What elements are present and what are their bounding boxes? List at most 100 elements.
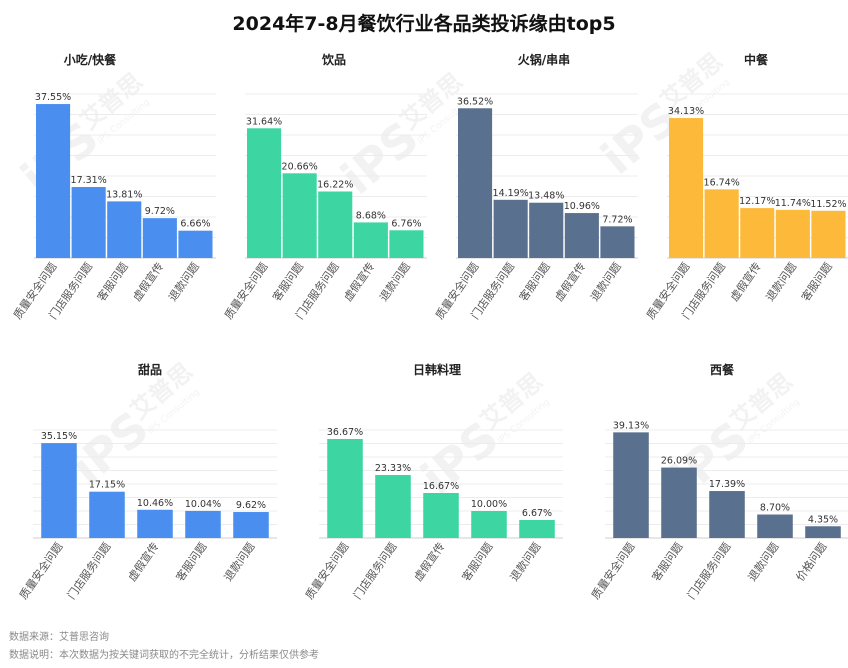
- chart-title: 饮品: [321, 52, 346, 67]
- bar: [137, 509, 173, 538]
- category-label: 门店服务问题: [684, 540, 733, 602]
- data-label: 11.74%: [775, 198, 811, 209]
- bar: [709, 491, 745, 538]
- category-label: 退款问题: [587, 260, 624, 304]
- bar: [519, 519, 555, 538]
- data-label: 16.74%: [704, 177, 740, 188]
- category-label: 虚假宣传: [341, 260, 378, 304]
- bar: [389, 230, 424, 258]
- source-note: 数据来源：艾普思咨询: [9, 632, 109, 643]
- category-label: 客服问题: [516, 260, 553, 304]
- category-label: 质量安全问题: [302, 540, 351, 602]
- data-label: 23.33%: [375, 463, 411, 474]
- data-label: 16.67%: [423, 481, 459, 492]
- category-label: 退款问题: [745, 540, 782, 584]
- data-description-note: 数据说明：本次数据为按关键词获取的不完全统计，分析结果仅供参考: [9, 650, 319, 661]
- bar: [458, 108, 493, 258]
- bar: [493, 199, 528, 258]
- bar: [811, 210, 846, 258]
- category-label: 客服问题: [459, 540, 496, 584]
- category-label: 退款问题: [376, 260, 413, 304]
- category-label: 质量安全问题: [16, 540, 65, 602]
- category-label: 退款问题: [763, 260, 800, 304]
- data-label: 36.67%: [327, 427, 363, 438]
- category-label: 虚假宣传: [130, 260, 167, 304]
- category-label: 门店服务问题: [64, 540, 113, 602]
- data-label: 26.09%: [661, 456, 697, 467]
- data-label: 6.76%: [391, 218, 421, 229]
- data-label: 36.52%: [457, 96, 493, 107]
- bar: [669, 118, 704, 258]
- bar: [41, 443, 77, 538]
- category-label: 虚假宣传: [552, 260, 589, 304]
- chart-panel: 饮品31.64%质量安全问题20.66%客服问题16.22%门店服务问题8.68…: [221, 52, 427, 322]
- bar: [704, 189, 739, 258]
- data-label: 34.13%: [668, 106, 704, 117]
- data-label: 12.17%: [739, 196, 775, 207]
- category-label: 退款问题: [221, 540, 258, 584]
- bar: [375, 475, 411, 538]
- bar: [661, 467, 697, 538]
- bar: [233, 512, 269, 538]
- category-label: 退款问题: [507, 540, 544, 584]
- chart-title: 甜品: [138, 362, 162, 377]
- bar: [142, 218, 177, 258]
- bar: [600, 226, 635, 258]
- data-label: 31.64%: [246, 116, 282, 127]
- bar: [613, 432, 649, 538]
- data-label: 4.35%: [808, 514, 838, 525]
- bar: [327, 438, 363, 538]
- chart-title: 中餐: [744, 52, 769, 67]
- chart-panel: 西餐 39.13% 质量安全问题 26.09% 客服问题 17.39% 门店服务问题 8.70…: [588, 362, 848, 602]
- data-label: 10.46%: [137, 498, 173, 509]
- category-label: 虚假宣传: [125, 540, 162, 584]
- category-label: 虚假宣传: [411, 540, 448, 584]
- chart-title: 小吃/快餐: [64, 52, 117, 67]
- data-label: 10.96%: [564, 201, 600, 212]
- bar: [471, 511, 507, 538]
- data-label: 9.62%: [236, 500, 266, 511]
- data-label: 9.72%: [145, 206, 175, 217]
- data-label: 13.81%: [106, 189, 142, 200]
- bar: [89, 491, 125, 538]
- data-label: 10.00%: [471, 499, 507, 510]
- chart-title: 火锅/串串: [518, 52, 570, 67]
- data-label: 14.19%: [493, 188, 529, 199]
- category-label: 客服问题: [269, 260, 306, 304]
- bar: [247, 128, 282, 258]
- data-label: 11.52%: [810, 199, 846, 210]
- data-label: 13.48%: [528, 191, 564, 202]
- data-label: 6.66%: [180, 219, 210, 230]
- data-label: 8.70%: [760, 503, 790, 514]
- data-label: 39.13%: [613, 420, 649, 431]
- data-label: 17.31%: [71, 175, 107, 186]
- category-label: 客服问题: [94, 260, 131, 304]
- category-label: 门店服务问题: [350, 540, 399, 602]
- page-title: 2024年7-8月餐饮行业各品类投诉缘由top5: [232, 13, 616, 35]
- bar: [36, 104, 71, 258]
- data-label: 17.15%: [89, 480, 125, 491]
- bar: [757, 514, 793, 538]
- bar: [71, 187, 106, 258]
- category-label: 客服问题: [173, 540, 210, 584]
- bar: [178, 230, 213, 258]
- data-label: 17.39%: [709, 479, 745, 490]
- bar: [185, 510, 221, 538]
- bar: [564, 213, 599, 258]
- data-label: 10.04%: [185, 499, 221, 510]
- bar: [805, 526, 841, 538]
- bar: [529, 202, 564, 258]
- data-label: 8.68%: [356, 210, 386, 221]
- data-label: 20.66%: [282, 161, 318, 172]
- category-label: 虚假宣传: [727, 260, 764, 304]
- chart-title: 日韩料理: [413, 362, 461, 377]
- category-label: 客服问题: [649, 540, 686, 584]
- data-label: 37.55%: [35, 92, 71, 103]
- bar: [423, 492, 459, 538]
- category-label: 退款问题: [165, 260, 202, 304]
- bar: [740, 208, 775, 258]
- data-label: 16.22%: [317, 179, 353, 190]
- bar: [318, 191, 353, 258]
